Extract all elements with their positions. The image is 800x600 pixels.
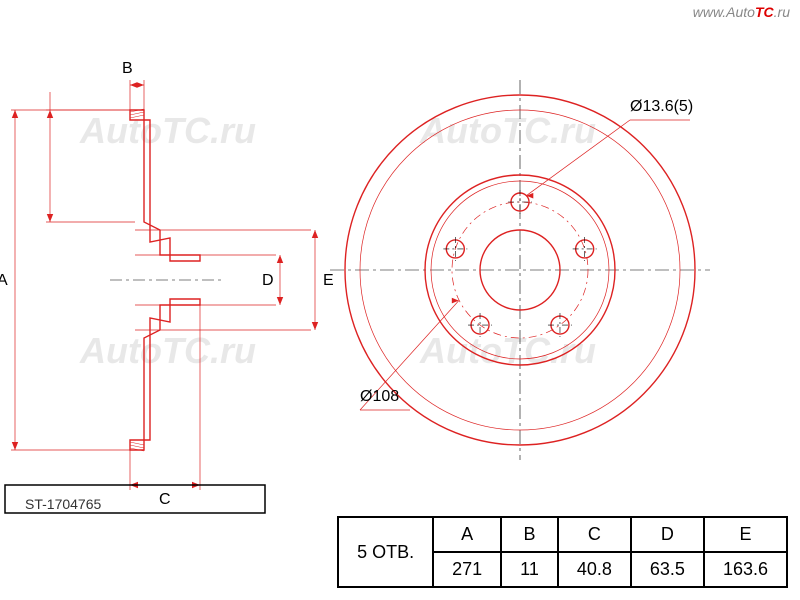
dimension-table: 5 ОТВ. A B C D E 271 11 40.8 63.5 163.6 bbox=[337, 516, 788, 588]
table-col-c: C bbox=[558, 517, 631, 552]
table-val-e: 163.6 bbox=[704, 552, 787, 587]
table-header-prefix: 5 ОТВ. bbox=[338, 517, 433, 587]
technical-drawing bbox=[0, 0, 800, 600]
table-col-a: A bbox=[433, 517, 501, 552]
dim-label-e: E bbox=[323, 272, 334, 290]
dim-label-pcd: Ø108 bbox=[360, 388, 399, 406]
dim-label-b: B bbox=[122, 60, 133, 78]
dim-label-c: C bbox=[159, 491, 171, 509]
dim-label-d: D bbox=[262, 272, 274, 290]
dim-label-bolt: Ø13.6(5) bbox=[630, 98, 693, 116]
table-val-b: 11 bbox=[501, 552, 558, 587]
table-col-d: D bbox=[631, 517, 704, 552]
table-val-a: 271 bbox=[433, 552, 501, 587]
dim-label-a: A bbox=[0, 272, 8, 290]
table-col-b: B bbox=[501, 517, 558, 552]
table-val-d: 63.5 bbox=[631, 552, 704, 587]
table-col-e: E bbox=[704, 517, 787, 552]
table-val-c: 40.8 bbox=[558, 552, 631, 587]
